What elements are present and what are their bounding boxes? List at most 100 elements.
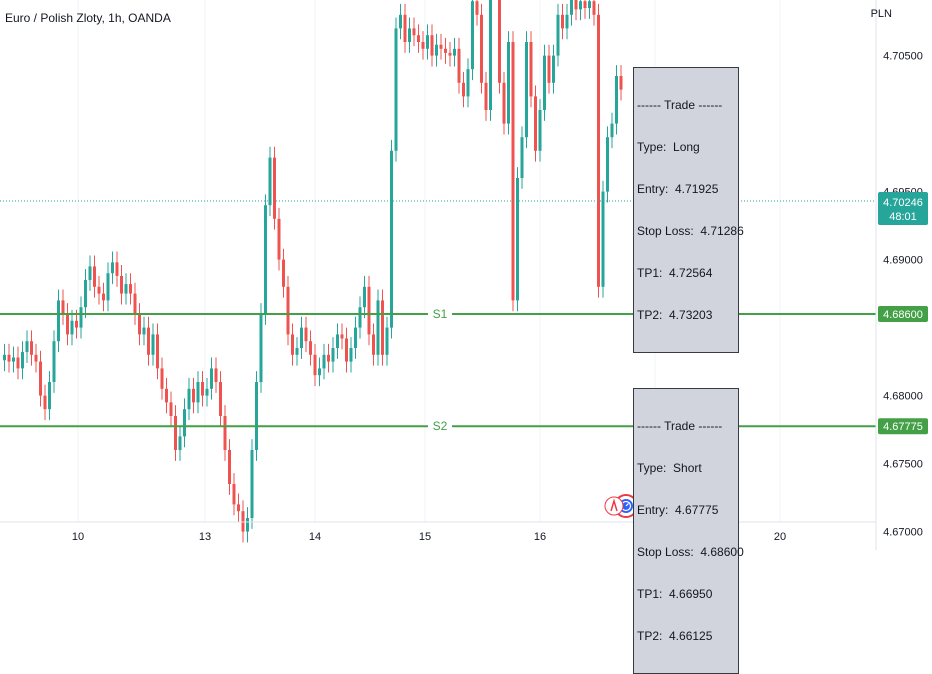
candle-body [327, 354, 330, 362]
candle-body [579, 1, 582, 10]
candle-body [12, 357, 15, 362]
candle-body [466, 69, 470, 97]
candle-body [610, 123, 614, 138]
candle-body [547, 55, 551, 83]
candle-body [363, 286, 366, 308]
candle-body [246, 518, 249, 532]
candle-body [214, 368, 218, 382]
candle-body [430, 35, 434, 56]
candle-body [25, 341, 29, 353]
candle-body [354, 327, 357, 348]
trade-type: Type: Long [637, 140, 700, 154]
candle-body [232, 484, 236, 505]
candle-body [286, 286, 290, 335]
candle-body [210, 368, 213, 389]
candle-body [318, 368, 321, 376]
candle-body [381, 300, 384, 355]
candle-body [268, 157, 272, 206]
trade-entry: Entry: 4.71925 [637, 182, 719, 196]
candle-body [534, 96, 537, 151]
candle-body [223, 416, 227, 450]
candle-body [39, 361, 42, 396]
candle-body [273, 157, 276, 219]
candle-body [588, 1, 591, 9]
candle-body [124, 284, 128, 294]
candle-body [187, 388, 191, 410]
candle-body [21, 352, 24, 369]
candle-body [313, 354, 317, 376]
candle-body [61, 300, 65, 314]
candle-body [88, 266, 92, 280]
candle-body [97, 286, 101, 294]
candle-body [250, 450, 254, 518]
candle-body [399, 14, 402, 29]
candle-body [448, 52, 452, 56]
time-tick-label: 10 [72, 531, 84, 543]
candle-body [264, 205, 267, 314]
candle-body [255, 382, 258, 450]
candle-body [129, 284, 132, 294]
level-price-label-bg [878, 306, 928, 322]
candle-body [597, 14, 600, 287]
trade-info-box-short: ------ Trade ------ Type: Short Entry: 4… [633, 388, 744, 674]
candle-body [484, 82, 488, 110]
candle-body [120, 275, 123, 294]
candle-body [417, 35, 420, 42]
candle-body [291, 334, 294, 355]
candle-body [349, 348, 353, 362]
level-price-label-bg [878, 418, 928, 435]
candle-body [367, 286, 371, 335]
candle-body [106, 273, 110, 301]
trade-header: ------ Trade ------ [637, 419, 723, 433]
candle-body [300, 327, 303, 348]
candle-body [201, 382, 204, 396]
candle-body [52, 341, 56, 382]
candle-body [507, 42, 510, 124]
candle-body [322, 354, 326, 369]
level-name-s1: S1 [433, 307, 448, 321]
price-tick-label: 4.70500 [883, 51, 923, 63]
price-tick-label: 4.67500 [883, 459, 923, 471]
candle-body [241, 511, 245, 532]
candle-body [30, 341, 33, 355]
candle-body [511, 42, 515, 301]
candle-body [444, 48, 447, 53]
candle-body [151, 334, 155, 355]
candle-body [345, 338, 348, 362]
level-price-label: 4.67775 [883, 421, 923, 433]
candle-body [84, 280, 87, 308]
time-tick-label: 14 [309, 531, 321, 543]
candle-body [340, 334, 344, 339]
symbol-title[interactable]: Euro / Polish Zloty, 1h, OANDA [5, 11, 171, 25]
candle-body [421, 42, 425, 49]
candles [3, 0, 623, 543]
trade-tp2: TP2: 4.73203 [637, 308, 713, 322]
candle-body [70, 320, 74, 335]
candle-body [574, 0, 578, 10]
candle-body [516, 178, 519, 301]
candle-body [390, 150, 393, 328]
candle-body [561, 14, 564, 29]
candle-body [34, 354, 38, 362]
candle-body [552, 55, 555, 83]
candle-body [111, 262, 114, 274]
candle-body [543, 55, 546, 110]
price-tick-label: 4.69000 [883, 255, 923, 267]
candle-body [615, 76, 618, 124]
candle-body [565, 14, 569, 29]
price-tick-label: 4.67000 [883, 527, 923, 539]
time-tick-label: 20 [774, 531, 786, 543]
candle-body [556, 14, 560, 56]
candle-body [403, 14, 407, 43]
candle-body [169, 402, 173, 416]
candle-body [160, 368, 164, 389]
candle-body [183, 409, 186, 437]
last-price-value: 4.70246 [883, 197, 923, 209]
trade-info-box-long: ------ Trade ------ Type: Long Entry: 4.… [633, 67, 744, 353]
candle-body [592, 1, 596, 15]
flag-icon[interactable] [604, 496, 624, 516]
time-tick-label: 13 [199, 531, 211, 543]
level-name-s2: S2 [433, 419, 448, 433]
